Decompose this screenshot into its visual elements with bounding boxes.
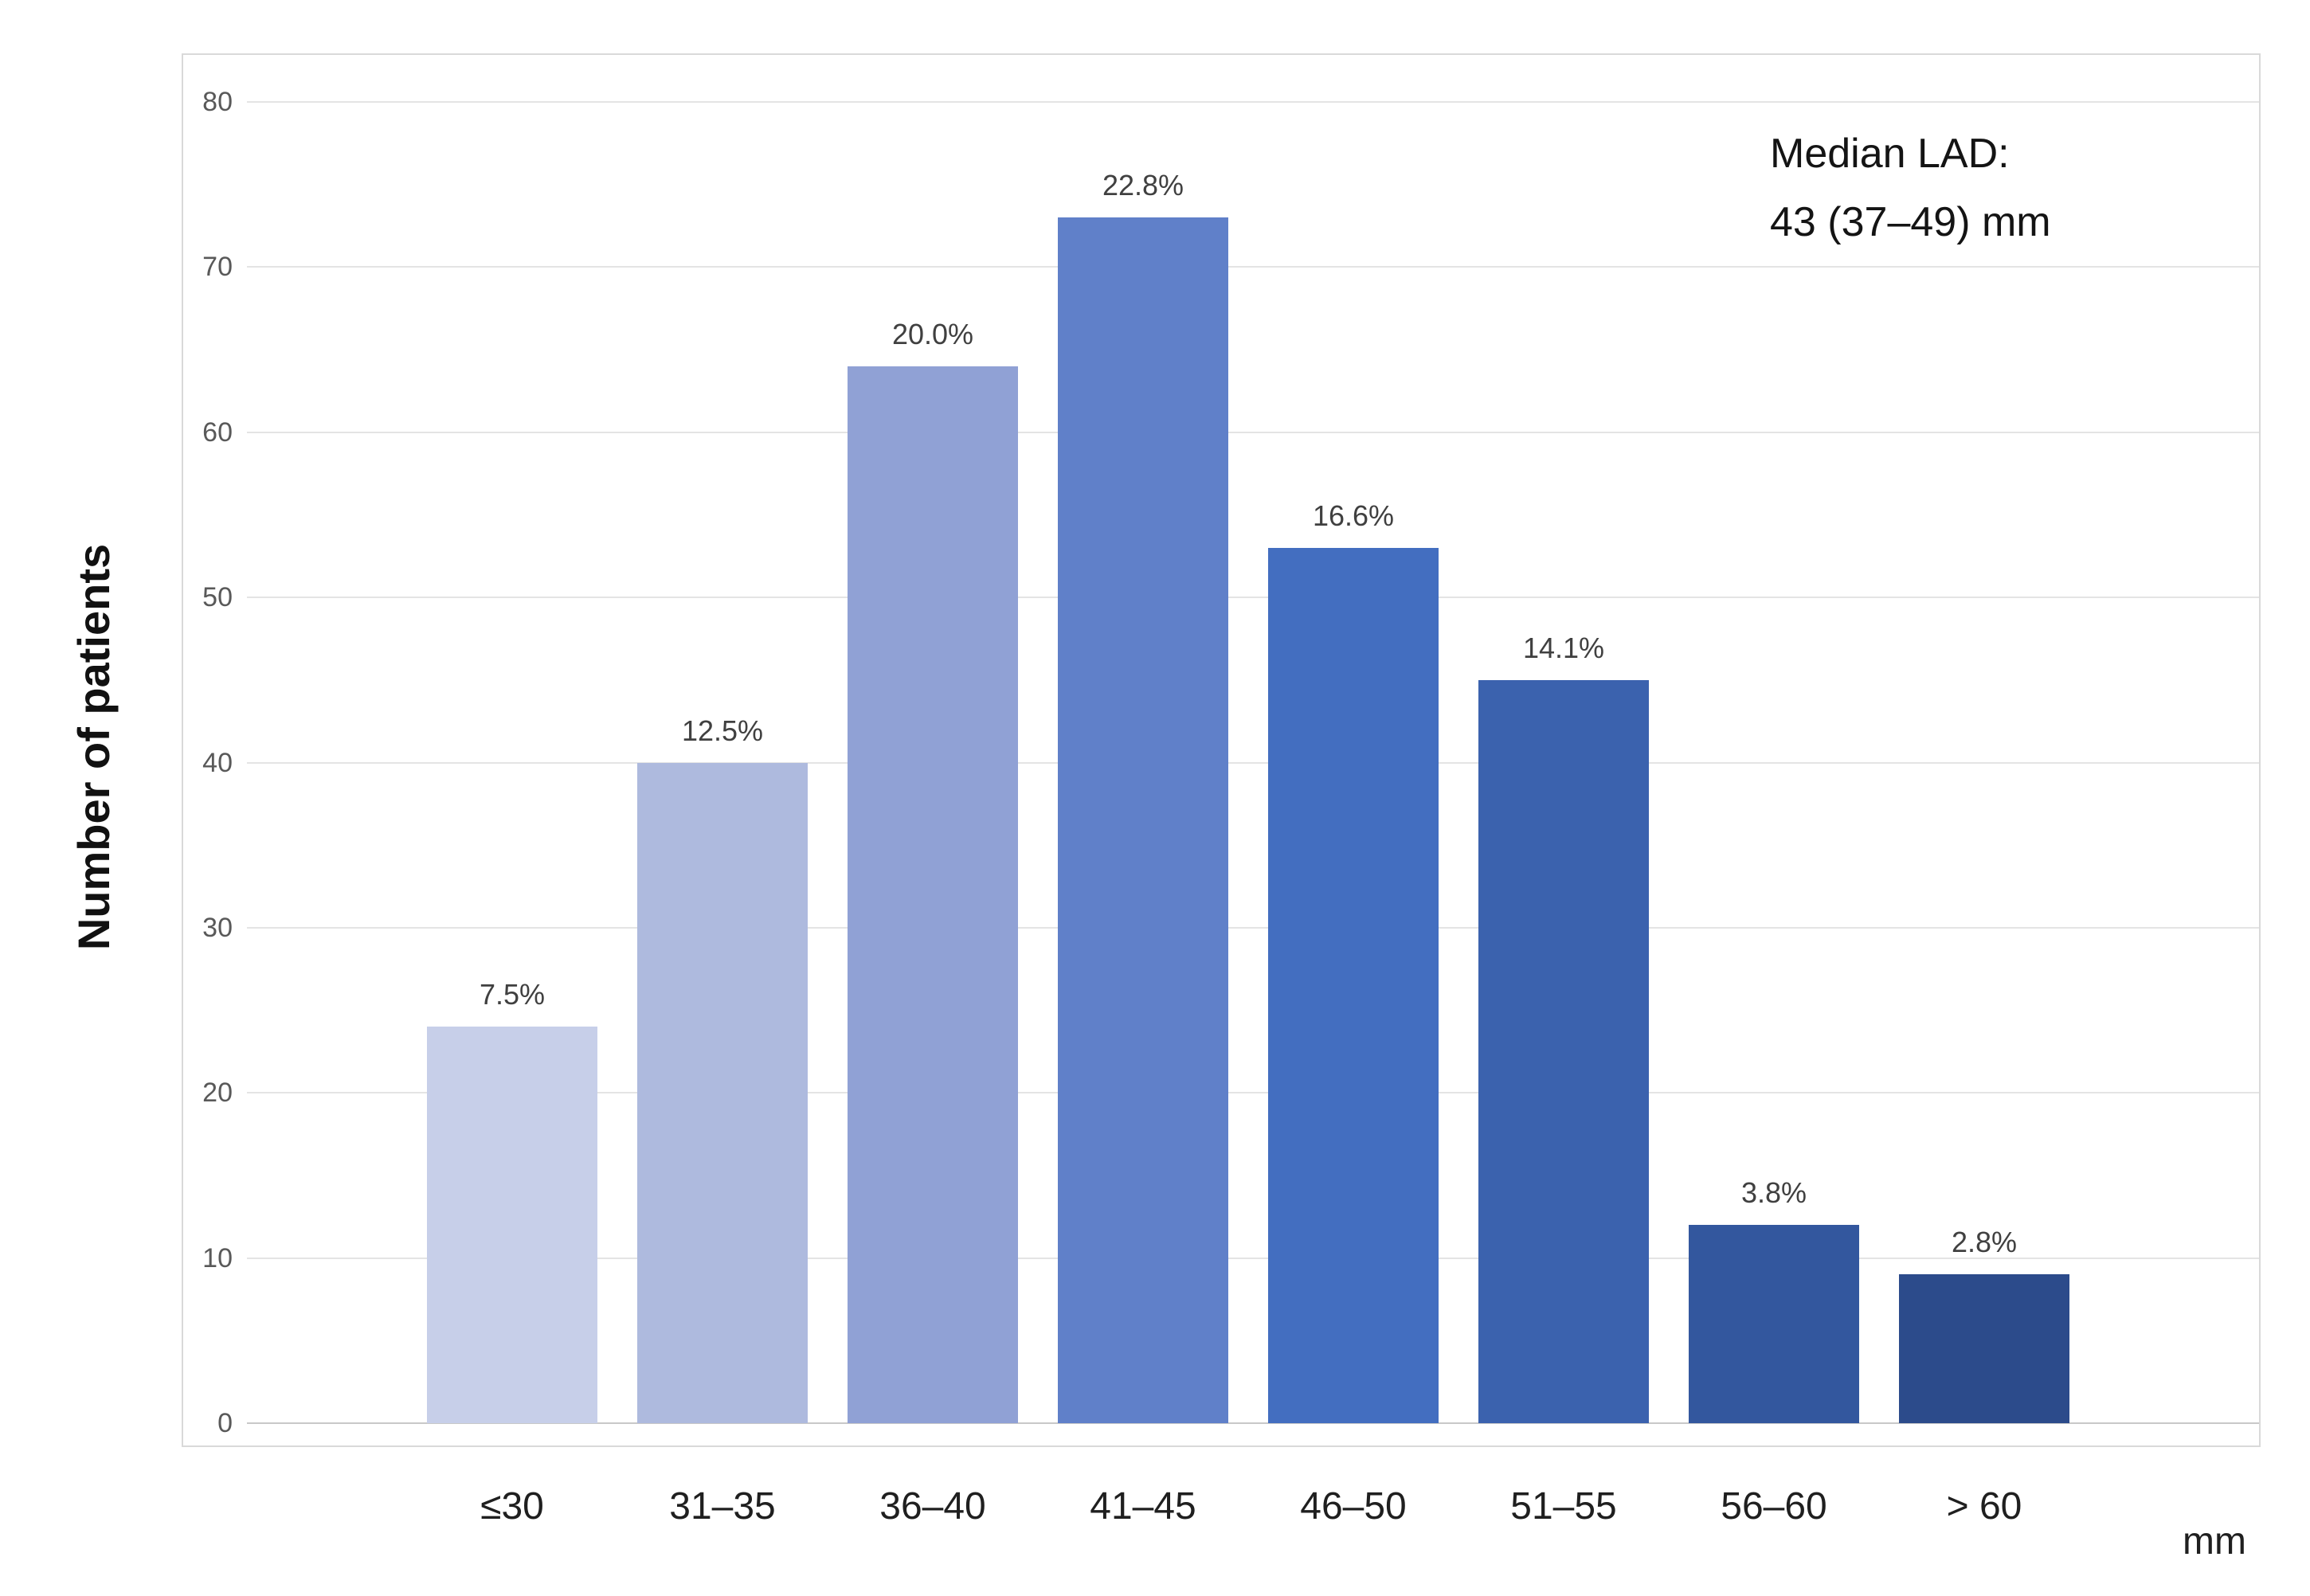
x-tick-label-7: 56–60 [1721,1485,1827,1528]
bar-percent-label-1: 7.5% [479,978,546,1011]
median-annotation-line1: Median LAD: [1770,131,2010,177]
bar-2 [637,762,808,1423]
gridline-0 [247,1422,2259,1424]
y-tick-label-30: 30 [202,912,233,943]
x-tick-label-1: ≤30 [480,1485,544,1528]
y-tick-label-10: 10 [202,1242,233,1273]
bar-percent-label-8: 2.8% [1951,1226,2018,1259]
gridline-40 [247,761,2259,764]
x-tick-label-3: 36–40 [879,1485,986,1528]
median-annotation-line2: 43 (37–49) mm [1770,199,2051,245]
bar-percent-label-6: 14.1% [1522,631,1605,664]
x-tick-label-6: 51–55 [1510,1485,1617,1528]
bar-percent-label-7: 3.8% [1740,1176,1807,1210]
bar-6 [1478,679,1649,1423]
y-tick-label-40: 40 [202,747,233,778]
bar-3 [848,366,1018,1423]
gridline-60 [247,431,2259,433]
x-tick-label-2: 31–35 [669,1485,776,1528]
bar-1 [427,1027,597,1423]
bar-4 [1058,217,1228,1423]
y-tick-label-80: 80 [202,87,233,117]
gridline-80 [247,101,2259,103]
gridline-10 [247,1257,2259,1259]
bar-percent-label-3: 20.0% [891,317,974,350]
x-axis-unit-label: mm [2183,1520,2246,1563]
bar-5 [1268,547,1439,1423]
gridline-70 [247,266,2259,268]
median-annotation: Median LAD: 43 (37–49) mm [1770,119,2051,256]
bar-percent-label-5: 16.6% [1312,499,1395,532]
y-tick-label-60: 60 [202,417,233,448]
x-tick-label-5: 46–50 [1300,1485,1407,1528]
y-axis-title: Number of patients [69,543,119,951]
y-tick-label-50: 50 [202,582,233,613]
x-tick-label-8: > 60 [1946,1485,2022,1528]
y-tick-label-0: 0 [217,1408,233,1438]
y-tick-label-70: 70 [202,252,233,283]
bar-percent-label-4: 22.8% [1102,169,1184,202]
y-tick-label-20: 20 [202,1078,233,1109]
bar-percent-label-2: 12.5% [681,714,764,747]
gridline-20 [247,1092,2259,1094]
x-tick-label-4: 41–45 [1090,1485,1196,1528]
gridline-50 [247,597,2259,599]
gridline-30 [247,926,2259,929]
bar-8 [1899,1274,2069,1423]
bar-7 [1689,1225,1859,1423]
